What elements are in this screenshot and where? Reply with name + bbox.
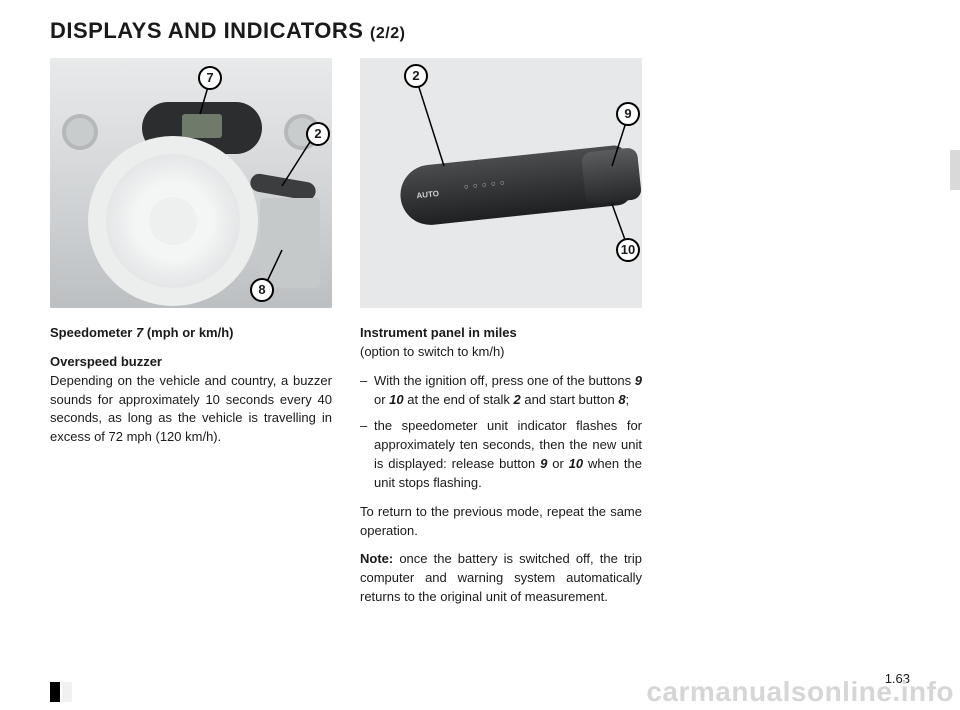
- overspeed-block: Overspeed buzzer Depending on the vehicl…: [50, 353, 332, 447]
- callout-7: 7: [198, 66, 222, 90]
- callout-9: 9: [616, 102, 640, 126]
- column-1: 31618 7 2 8: [50, 58, 332, 617]
- mark: [50, 682, 60, 702]
- leader-lines: [360, 58, 642, 308]
- miles-sub: (option to switch to km/h): [360, 344, 505, 359]
- figure-dashboard: 31618 7 2 8: [50, 58, 332, 308]
- leader-lines: [50, 58, 332, 308]
- overspeed-title: Overspeed buzzer: [50, 354, 162, 369]
- column-2: 27454 AUTO ○ ○ ○ ○ ○ 2 9 10: [360, 58, 642, 617]
- callout-8: 8: [250, 278, 274, 302]
- overspeed-body: Depending on the vehicle and country, a …: [50, 373, 332, 445]
- list-item: the speedometer unit indicator flashes f…: [360, 417, 642, 492]
- note-paragraph: Note: once the battery is switched off, …: [360, 550, 642, 607]
- miles-heading: Instrument panel in miles (option to swi…: [360, 324, 642, 362]
- title-main: DISPLAYS AND INDICATORS: [50, 18, 370, 43]
- column-3: [670, 58, 910, 617]
- title-part: (2/2): [370, 25, 405, 42]
- callout-2: 2: [306, 122, 330, 146]
- page-title: DISPLAYS AND INDICATORS (2/2): [50, 18, 910, 44]
- note-body: once the battery is switched off, the tr…: [360, 551, 642, 604]
- content-columns: 31618 7 2 8: [50, 58, 910, 617]
- list-item: With the ignition off, press one of the …: [360, 372, 642, 410]
- return-paragraph: To return to the previous mode, repeat t…: [360, 503, 642, 541]
- figure-stalk: 27454 AUTO ○ ○ ○ ○ ○ 2 9 10: [360, 58, 642, 308]
- footer-registration-marks: [50, 682, 72, 702]
- miles-title: Instrument panel in miles: [360, 325, 517, 340]
- watermark: carmanualsonline.info: [646, 676, 954, 708]
- mark: [62, 682, 72, 702]
- side-tab: [950, 150, 960, 190]
- speedo-label: Speedometer 7 (mph or km/h): [50, 325, 234, 340]
- manual-page: DISPLAYS AND INDICATORS (2/2) 31618: [0, 0, 960, 710]
- note-label: Note:: [360, 551, 393, 566]
- speedometer-line: Speedometer 7 (mph or km/h): [50, 324, 332, 343]
- callout-10: 10: [616, 238, 640, 262]
- procedure-list: With the ignition off, press one of the …: [360, 372, 642, 493]
- callout-2b: 2: [404, 64, 428, 88]
